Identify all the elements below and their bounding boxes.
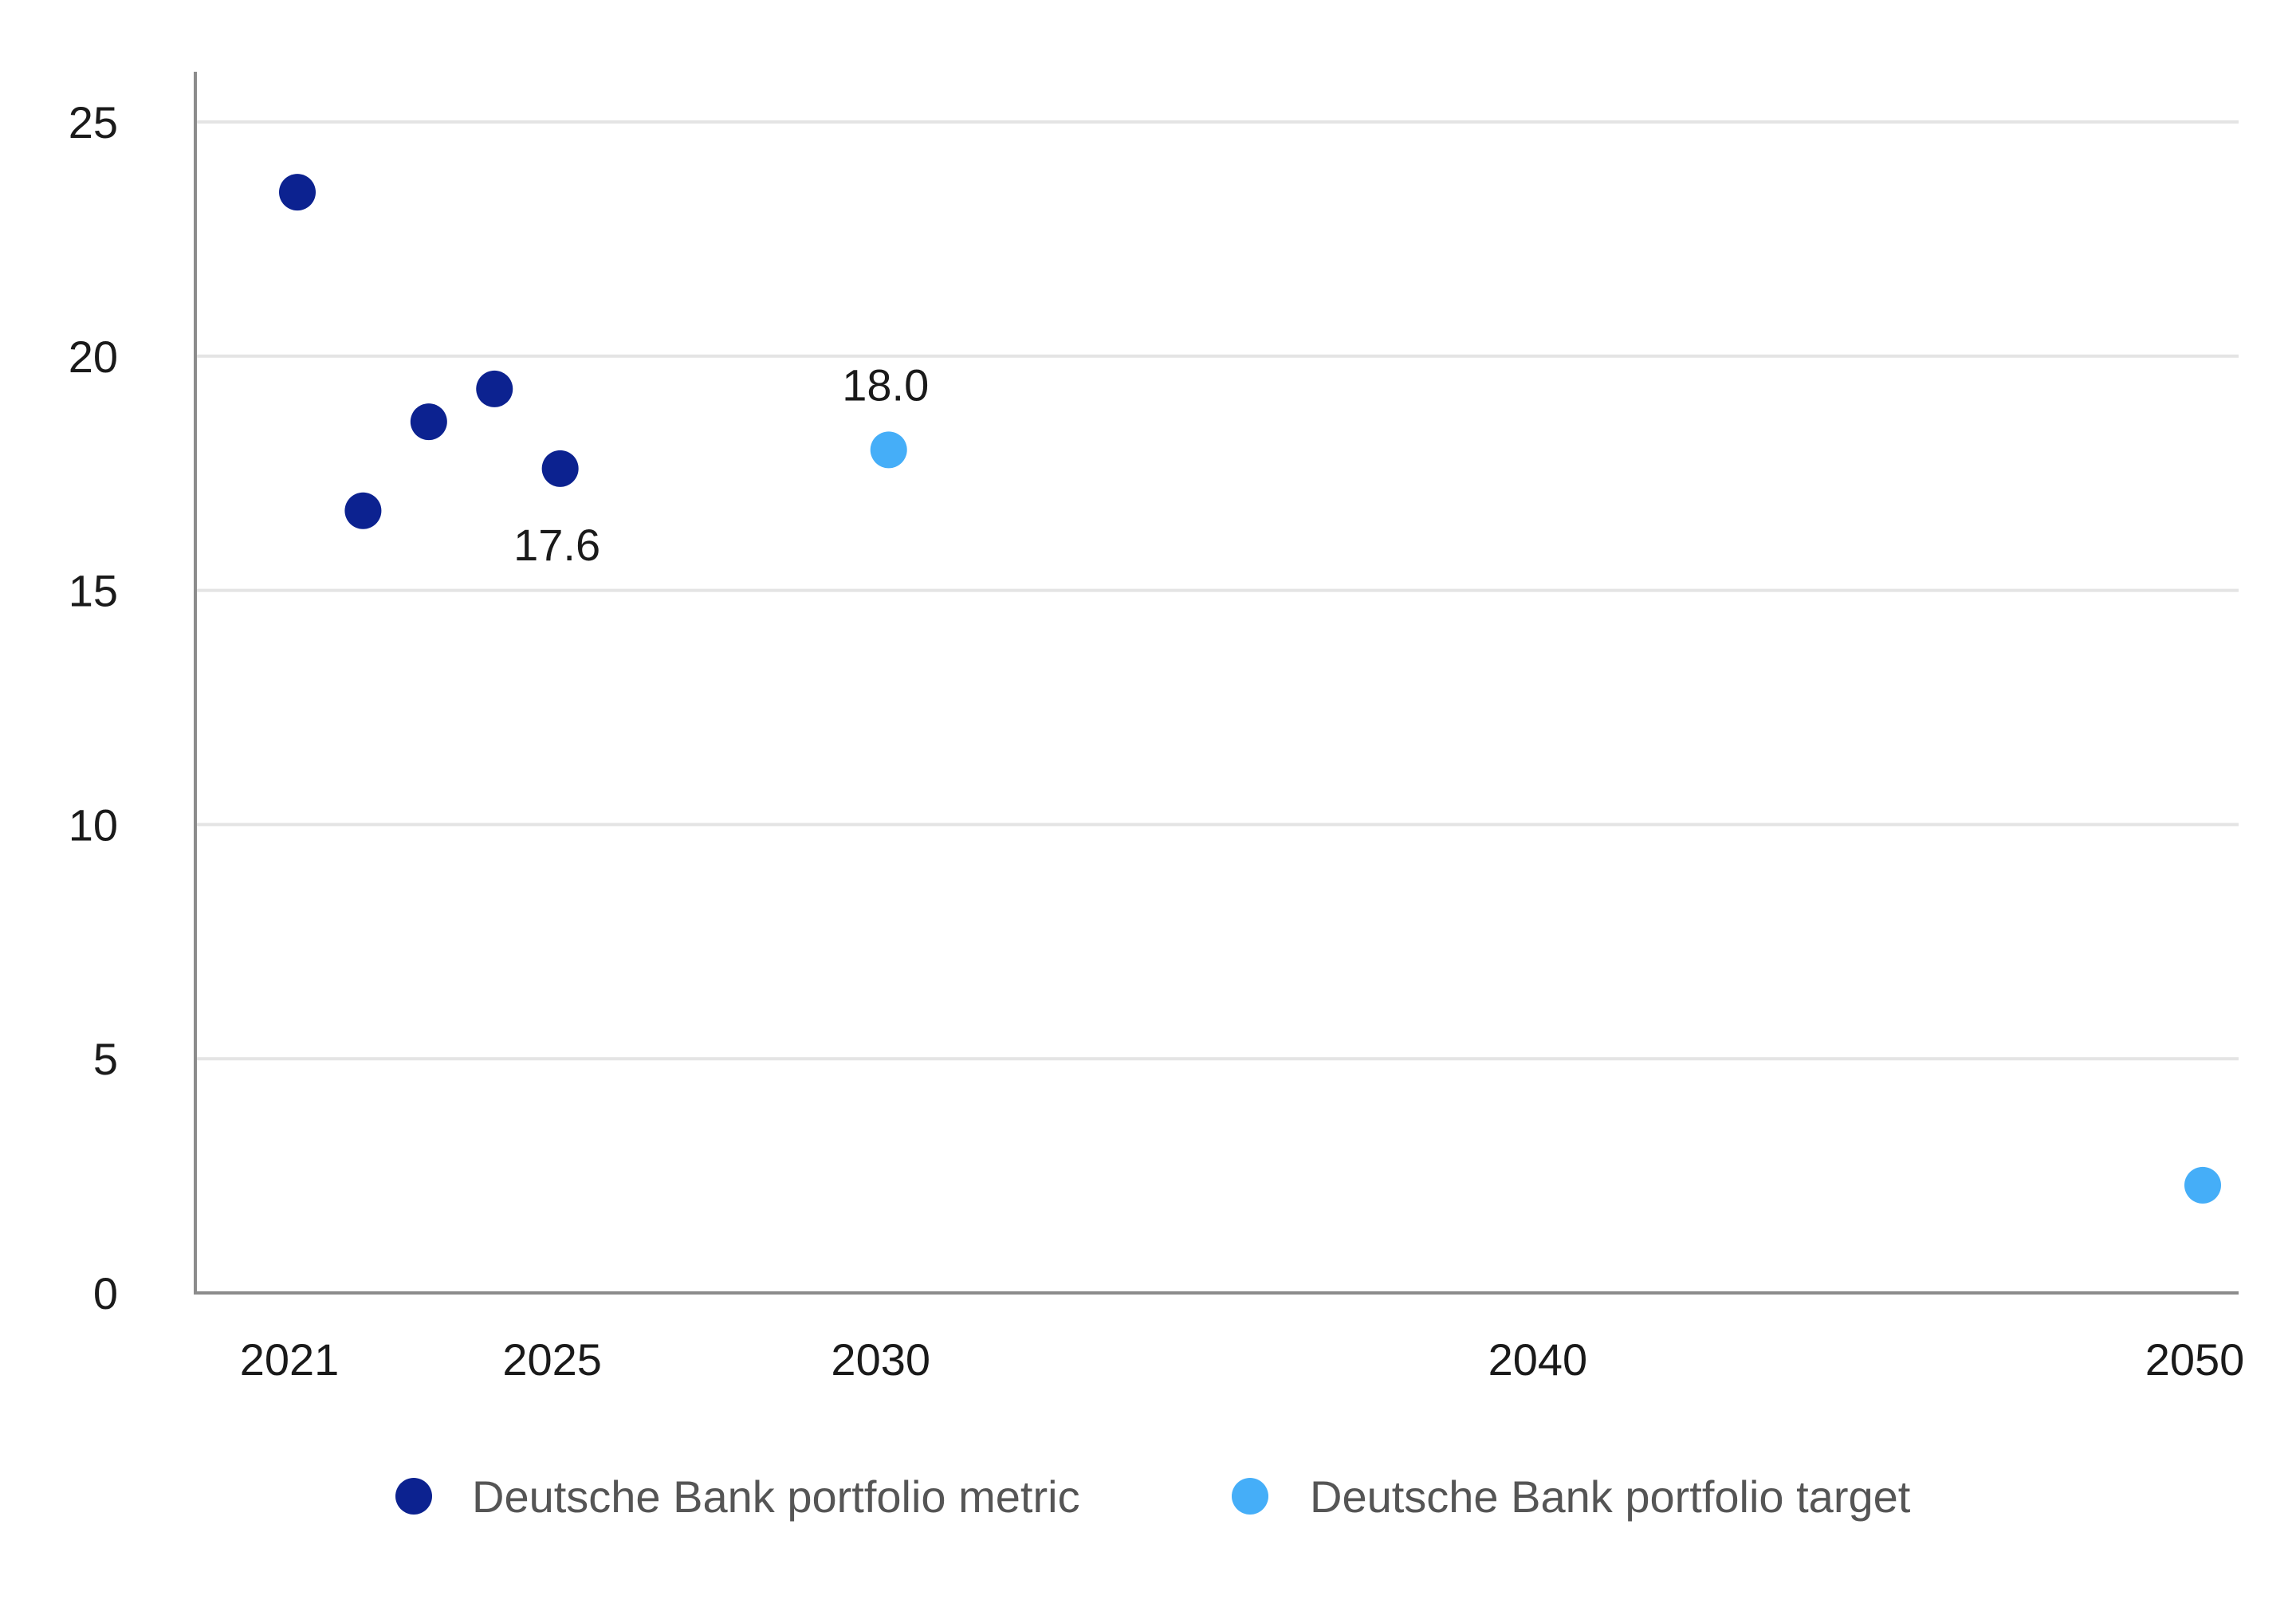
target-point <box>870 431 907 469</box>
metric-point <box>476 370 513 407</box>
y-tick-label: 0 <box>93 1268 118 1318</box>
target-point <box>2184 1166 2221 1204</box>
metric-point <box>541 450 579 487</box>
gridlines <box>195 120 2239 1061</box>
metric-point <box>344 492 382 529</box>
data-points <box>279 174 2221 1204</box>
metric-point <box>279 174 316 211</box>
legend-label-target: Deutsche Bank portfolio target <box>1310 1471 1911 1522</box>
x-axis-tick-labels: 2021 2025 2030 2040 2050 <box>240 1334 2245 1385</box>
y-axis-tick-labels: 0 5 10 15 20 25 <box>69 97 118 1318</box>
y-tick-label: 5 <box>93 1034 118 1084</box>
x-tick-label: 2025 <box>502 1334 602 1385</box>
x-tick-label: 2050 <box>2145 1334 2245 1385</box>
data-label: 18.0 <box>842 360 929 410</box>
data-label: 17.6 <box>513 520 600 570</box>
legend-label-metric: Deutsche Bank portfolio metric <box>472 1471 1080 1522</box>
x-tick-label: 2040 <box>1488 1334 1588 1385</box>
data-labels: 17.6 18.0 <box>513 360 929 570</box>
legend-marker-metric <box>395 1478 432 1515</box>
legend-marker-target <box>1232 1478 1268 1515</box>
y-tick-label: 15 <box>69 566 118 616</box>
axes <box>194 72 2239 1295</box>
x-tick-label: 2021 <box>240 1334 340 1385</box>
x-tick-label: 2030 <box>831 1334 930 1385</box>
metric-point <box>410 403 447 441</box>
legend: Deutsche Bank portfolio metric Deutsche B… <box>395 1471 1911 1522</box>
y-tick-label: 20 <box>69 332 118 382</box>
y-tick-label: 10 <box>69 800 118 850</box>
y-tick-label: 25 <box>69 97 118 147</box>
